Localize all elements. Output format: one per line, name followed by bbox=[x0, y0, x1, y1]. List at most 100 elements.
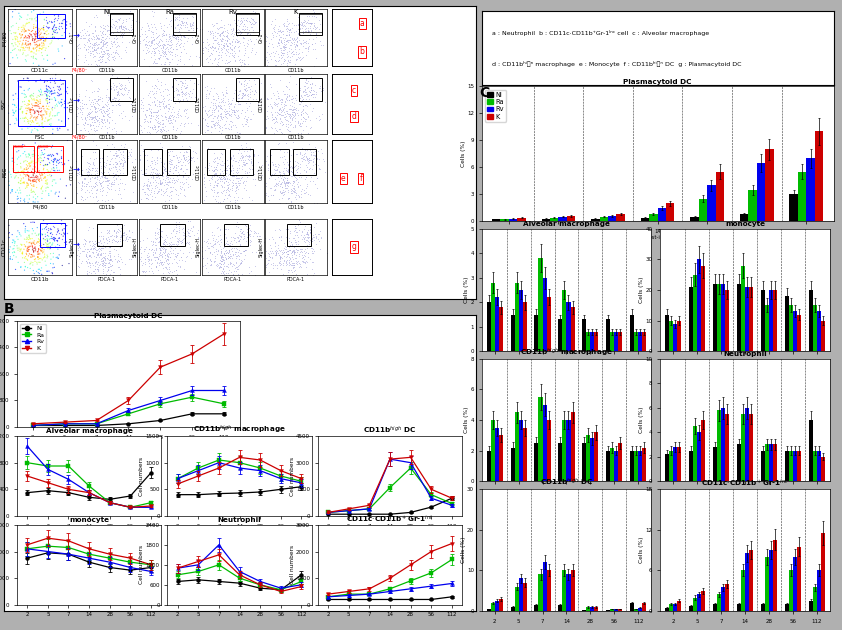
Point bbox=[155, 115, 168, 125]
Point bbox=[124, 6, 137, 16]
Point bbox=[68, 88, 82, 98]
Y-axis label: Cell numbers: Cell numbers bbox=[290, 456, 295, 496]
Point bbox=[271, 56, 285, 66]
Point bbox=[167, 92, 180, 102]
Point bbox=[40, 93, 54, 103]
Point bbox=[133, 154, 147, 164]
Point bbox=[86, 181, 99, 192]
Point bbox=[222, 103, 236, 113]
Point bbox=[178, 59, 191, 69]
Point bbox=[273, 60, 286, 71]
Point bbox=[293, 79, 306, 89]
Point bbox=[87, 86, 100, 96]
Point bbox=[300, 26, 313, 36]
Point bbox=[74, 194, 88, 204]
Point bbox=[142, 46, 156, 56]
Bar bbox=[582, 610, 586, 611]
Point bbox=[51, 11, 65, 21]
Point bbox=[223, 238, 237, 248]
Point bbox=[191, 84, 205, 94]
Point bbox=[178, 118, 191, 129]
Point bbox=[287, 37, 301, 47]
Point bbox=[33, 103, 46, 113]
Point bbox=[237, 246, 251, 256]
X-axis label: CD11b: CD11b bbox=[288, 67, 304, 72]
Point bbox=[45, 119, 58, 129]
Point bbox=[118, 219, 131, 229]
Point bbox=[299, 94, 312, 104]
Point bbox=[54, 152, 67, 163]
Point bbox=[290, 174, 304, 184]
Point bbox=[144, 108, 157, 118]
Point bbox=[166, 267, 179, 277]
Point bbox=[293, 93, 306, 103]
Point bbox=[36, 122, 50, 132]
Point bbox=[3, 180, 16, 190]
Point bbox=[253, 25, 267, 35]
Point bbox=[111, 227, 125, 237]
Point bbox=[206, 21, 220, 31]
Point bbox=[273, 62, 286, 72]
Point bbox=[51, 154, 65, 164]
Point bbox=[257, 62, 270, 72]
Point bbox=[277, 159, 290, 169]
Point bbox=[65, 248, 78, 258]
Point bbox=[301, 243, 314, 253]
Point bbox=[208, 42, 221, 52]
Point bbox=[301, 26, 315, 36]
X-axis label: CD11b: CD11b bbox=[31, 277, 49, 282]
Point bbox=[169, 43, 183, 54]
Point bbox=[218, 100, 232, 110]
Point bbox=[160, 39, 173, 49]
Point bbox=[225, 243, 238, 253]
Point bbox=[52, 23, 66, 33]
Point bbox=[146, 122, 159, 132]
Point bbox=[287, 39, 301, 49]
Point bbox=[278, 97, 291, 107]
Point bbox=[19, 108, 33, 118]
Point bbox=[155, 258, 168, 268]
Point bbox=[49, 22, 62, 32]
Point bbox=[13, 193, 27, 203]
Point bbox=[82, 59, 95, 69]
Point bbox=[290, 258, 304, 268]
Bar bbox=[741, 266, 745, 352]
Point bbox=[209, 46, 222, 56]
Point bbox=[157, 42, 170, 52]
Point bbox=[92, 236, 105, 246]
Point bbox=[93, 103, 107, 113]
Bar bbox=[98, 224, 122, 246]
Point bbox=[212, 47, 226, 57]
Point bbox=[43, 110, 56, 120]
Point bbox=[236, 24, 249, 34]
Point bbox=[21, 244, 35, 254]
Point bbox=[291, 110, 305, 120]
Point bbox=[51, 155, 64, 165]
Point bbox=[88, 25, 101, 35]
Point bbox=[289, 54, 302, 64]
Bar bbox=[498, 435, 503, 481]
Point bbox=[24, 52, 38, 62]
Point bbox=[77, 99, 90, 109]
Point bbox=[110, 48, 124, 58]
Point bbox=[6, 235, 19, 245]
Point bbox=[264, 122, 278, 132]
Point bbox=[240, 38, 253, 48]
Point bbox=[108, 156, 121, 166]
Point bbox=[144, 236, 157, 246]
Point bbox=[147, 155, 161, 165]
Point bbox=[157, 25, 170, 35]
Point bbox=[83, 129, 96, 139]
Point bbox=[269, 98, 282, 108]
Point bbox=[28, 243, 41, 253]
Point bbox=[99, 38, 113, 48]
Point bbox=[24, 263, 37, 273]
Point bbox=[14, 103, 28, 113]
Point bbox=[285, 38, 298, 48]
Point bbox=[245, 164, 258, 174]
Point bbox=[242, 268, 256, 278]
Point bbox=[285, 267, 299, 277]
Point bbox=[85, 165, 99, 175]
Point bbox=[279, 36, 292, 46]
Point bbox=[25, 91, 39, 101]
